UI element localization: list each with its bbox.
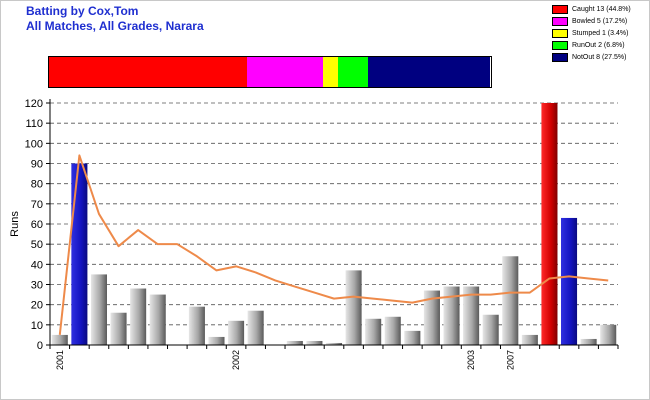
dismissal-segment <box>247 57 324 87</box>
dismissal-segment <box>323 57 339 87</box>
y-tick-label: 30 <box>31 280 43 292</box>
dismissal-segment <box>368 57 490 87</box>
score-bar <box>463 286 480 345</box>
y-tick-label: 100 <box>25 138 43 150</box>
x-tick-label: 2002 <box>231 350 241 370</box>
score-bar <box>149 294 166 345</box>
score-bar <box>71 163 88 345</box>
x-tick-label: 2003 <box>466 350 476 370</box>
score-bar <box>51 334 68 345</box>
score-bar <box>404 330 421 345</box>
legend-item: Stumped 1 (3.4%) <box>552 28 631 39</box>
dismissal-breakdown-bar <box>48 56 492 88</box>
score-bar <box>306 340 323 345</box>
legend-swatch <box>552 5 568 14</box>
y-tick-label: 10 <box>31 320 43 332</box>
legend-item: Bowled 5 (17.2%) <box>552 16 631 27</box>
score-bar <box>345 270 362 345</box>
dismissal-segment <box>49 57 248 87</box>
score-bar <box>384 316 401 345</box>
score-bar <box>600 324 617 345</box>
score-bar <box>325 342 343 345</box>
score-bar <box>110 312 127 345</box>
y-tick-label: 20 <box>31 300 43 312</box>
y-tick-label: 0 <box>37 340 43 352</box>
legend-item: Caught 13 (44.8%) <box>552 4 631 15</box>
score-bar <box>482 314 499 345</box>
score-bar <box>130 288 147 345</box>
score-bar <box>502 256 519 345</box>
chart-title: Batting by Cox,Tom <box>26 4 139 18</box>
y-tick-label: 70 <box>31 199 43 211</box>
legend-label: Stumped 1 (3.4%) <box>572 30 629 37</box>
score-bar <box>561 217 578 345</box>
y-tick-label: 60 <box>31 219 43 231</box>
score-bar <box>580 338 597 345</box>
legend-swatch <box>552 53 568 62</box>
legend-swatch <box>552 29 568 38</box>
score-bar <box>228 320 245 345</box>
y-axis-label: Runs <box>9 211 21 237</box>
average-line <box>58 154 609 336</box>
y-tick-label: 90 <box>31 159 43 171</box>
x-tick-label: 2007 <box>505 350 515 370</box>
score-bar <box>247 310 264 345</box>
x-tick-label: 2001 <box>55 350 65 370</box>
chart-subtitle: All Matches, All Grades, Narara <box>26 19 204 33</box>
y-tick-label: 50 <box>31 239 43 251</box>
score-bar <box>443 286 460 345</box>
y-tick-label: 40 <box>31 259 43 271</box>
y-tick-label: 110 <box>25 118 43 130</box>
score-bar <box>541 103 558 345</box>
score-bar <box>90 274 107 345</box>
legend-item: RunOut 2 (6.8%) <box>552 40 631 51</box>
score-bar <box>208 336 225 345</box>
legend-swatch <box>552 41 568 50</box>
score-bar <box>423 290 440 345</box>
score-bar <box>286 340 303 345</box>
score-bar <box>521 334 538 345</box>
score-bar <box>365 318 382 345</box>
legend-item: NotOut 8 (27.5%) <box>552 52 631 63</box>
legend-label: Bowled 5 (17.2%) <box>572 18 628 25</box>
y-tick-label: 120 <box>25 98 43 110</box>
legend-label: NotOut 8 (27.5%) <box>572 54 627 61</box>
y-tick-label: 80 <box>31 179 43 191</box>
dismissal-segment <box>338 57 369 87</box>
legend-label: RunOut 2 (6.8%) <box>572 42 625 49</box>
legend-label: Caught 13 (44.8%) <box>572 6 631 13</box>
score-bar <box>188 306 205 345</box>
legend: Caught 13 (44.8%) Bowled 5 (17.2%) Stumped… <box>552 4 631 64</box>
legend-swatch <box>552 17 568 26</box>
